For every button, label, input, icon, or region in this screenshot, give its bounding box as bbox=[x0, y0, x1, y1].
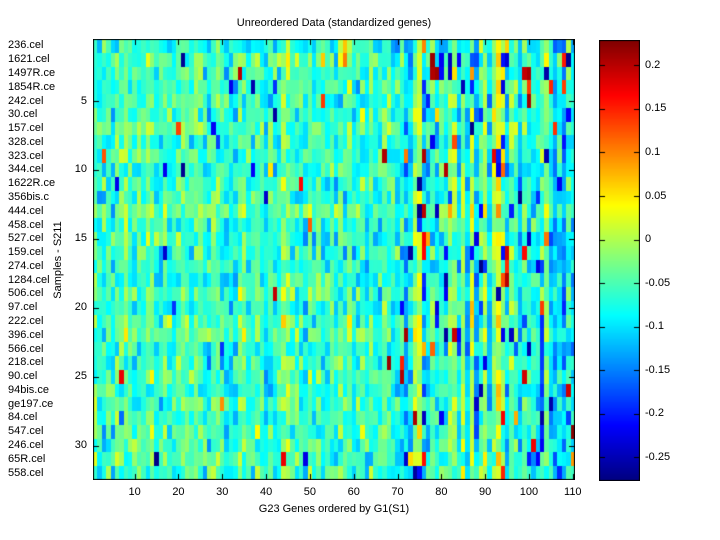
row-label: 84.cel bbox=[8, 411, 38, 424]
row-label: 30.cel bbox=[8, 108, 38, 121]
row-label: 558.cel bbox=[8, 466, 44, 479]
x-tick-label: 20 bbox=[172, 486, 185, 498]
row-label: 157.cel bbox=[8, 122, 44, 135]
row-label: 1854R.ce bbox=[8, 80, 56, 93]
colorbar-tick-label: 0.05 bbox=[645, 189, 667, 202]
x-tick-label: 10 bbox=[128, 486, 141, 498]
row-label: 97.cel bbox=[8, 301, 38, 314]
row-label: 65R.cel bbox=[8, 452, 46, 465]
colorbar-gradient bbox=[599, 40, 640, 481]
colorbar-tick-label: 0 bbox=[645, 233, 652, 246]
heatmap-canvas bbox=[93, 39, 575, 480]
y-tick-label: 25 bbox=[74, 370, 87, 383]
x-tick-label: 60 bbox=[347, 486, 360, 498]
row-label: 506.cel bbox=[8, 287, 44, 300]
row-label: 1497R.ce bbox=[8, 66, 56, 79]
colorbar-tick-label: -0.15 bbox=[645, 363, 671, 376]
x-tick-label: 90 bbox=[479, 486, 492, 498]
x-tick-label: 50 bbox=[303, 486, 317, 498]
row-label: 90.cel bbox=[8, 370, 38, 383]
row-label: 1622R.ce bbox=[8, 177, 56, 190]
row-label: 396.cel bbox=[8, 328, 44, 341]
y-tick-label: 15 bbox=[74, 232, 87, 245]
row-label: 236.cel bbox=[8, 39, 44, 52]
row-label: 242.cel bbox=[8, 94, 44, 107]
row-label: ge197.ce bbox=[8, 397, 54, 410]
colorbar-tick-label: 0.2 bbox=[645, 58, 661, 71]
x-tick-label: 100 bbox=[519, 486, 539, 498]
row-label: 159.cel bbox=[8, 246, 44, 259]
row-label: 94bis.ce bbox=[8, 383, 49, 396]
colorbar-tick-label: 0.1 bbox=[645, 145, 661, 158]
row-label: 566.cel bbox=[8, 342, 44, 355]
row-label: 246.cel bbox=[8, 439, 44, 452]
row-label: 218.cel bbox=[8, 356, 44, 369]
chart-title: Unreordered Data (standardized genes) bbox=[236, 17, 432, 29]
row-label: 1284.cel bbox=[8, 273, 50, 286]
y-axis-label: Samples - S211 bbox=[52, 221, 64, 299]
colorbar-tick-label: 0.15 bbox=[645, 102, 667, 115]
row-label: 222.cel bbox=[8, 315, 44, 328]
x-tick-label: 40 bbox=[259, 486, 273, 498]
row-label: 344.cel bbox=[8, 163, 44, 176]
row-label: 527.cel bbox=[8, 232, 44, 245]
y-tick-label: 10 bbox=[74, 163, 87, 176]
row-label: 444.cel bbox=[8, 204, 44, 217]
x-tick-label: 80 bbox=[435, 486, 448, 498]
x-axis-label: G23 Genes ordered by G1(S1) bbox=[258, 503, 410, 515]
x-tick-label: 30 bbox=[216, 486, 229, 498]
row-label: 328.cel bbox=[8, 135, 44, 148]
y-tick-label: 30 bbox=[74, 439, 87, 452]
row-label: 547.cel bbox=[8, 425, 44, 438]
colorbar-tick-label: -0.2 bbox=[645, 407, 664, 420]
y-tick-label: 20 bbox=[74, 301, 87, 314]
x-tick-label: 70 bbox=[391, 486, 404, 498]
x-tick-label: 110 bbox=[564, 486, 582, 498]
colorbar-tick-label: -0.05 bbox=[645, 276, 671, 289]
row-label: 323.cel bbox=[8, 149, 44, 162]
row-label: 1621.cel bbox=[8, 53, 50, 66]
colorbar-tick-label: -0.25 bbox=[645, 450, 671, 463]
row-label: 274.cel bbox=[8, 259, 44, 272]
row-label: 356bis.c bbox=[8, 190, 49, 203]
y-tick-label: 5 bbox=[80, 94, 87, 107]
colorbar-tick-label: -0.1 bbox=[645, 320, 664, 333]
row-label: 458.cel bbox=[8, 218, 44, 231]
